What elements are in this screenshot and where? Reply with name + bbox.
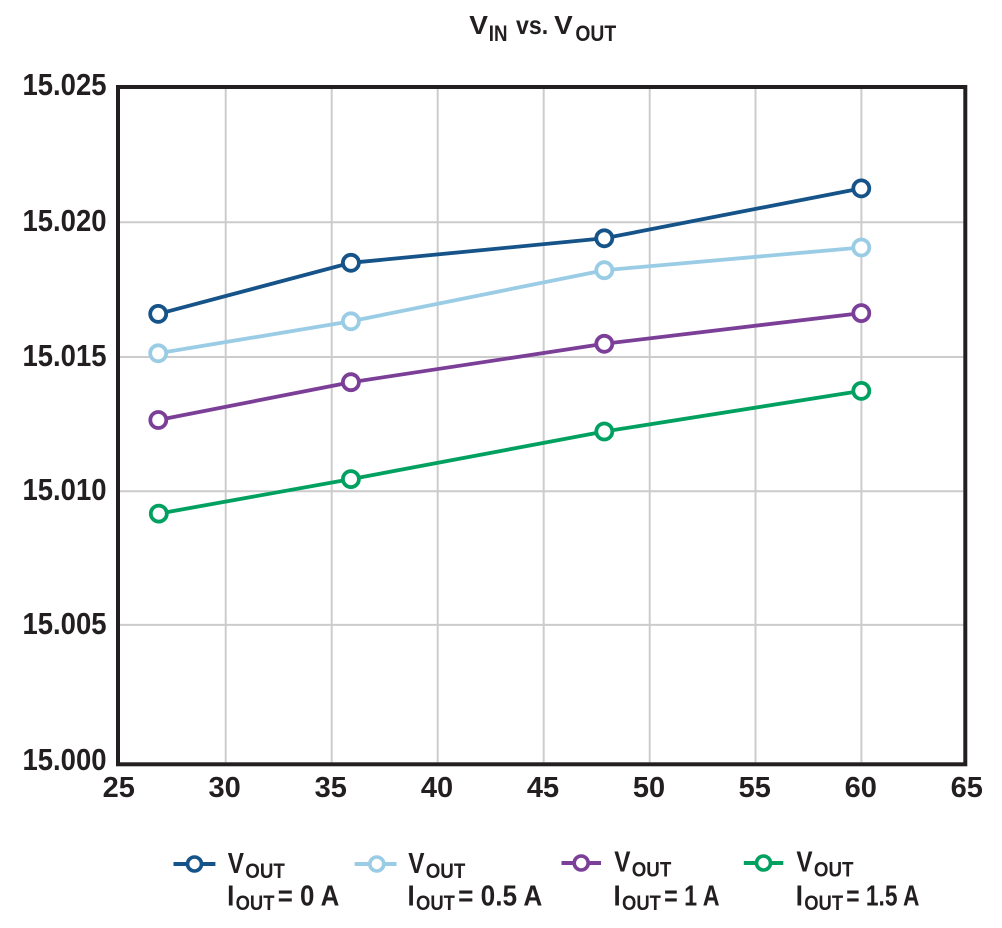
svg-text:30: 30 [208,772,240,804]
svg-text:15.025: 15.025 [23,67,107,102]
svg-text:I: I [227,880,234,912]
svg-text:= 1.5 A: = 1.5 A [846,880,919,912]
svg-text:OUT: OUT [632,859,672,882]
svg-text:15.015: 15.015 [23,338,107,373]
svg-text:OUT: OUT [814,859,854,882]
svg-text:= 0 A: = 0 A [278,880,340,912]
svg-text:15.000: 15.000 [23,742,107,777]
svg-text:IN: IN [489,21,508,46]
svg-text:OUT: OUT [426,860,466,883]
svg-text:25: 25 [103,772,135,804]
svg-text:45: 45 [527,772,559,804]
svg-text:15.020: 15.020 [23,203,107,238]
svg-text:OUT: OUT [804,892,843,915]
svg-text:I: I [408,880,415,912]
svg-text:OUT: OUT [245,860,285,883]
svg-text:vs.: vs. [516,10,548,40]
svg-text:= 0.5 A: = 0.5 A [458,880,542,912]
svg-text:OUT: OUT [622,892,661,915]
svg-text:60: 60 [845,772,877,804]
svg-text:15.010: 15.010 [23,472,107,507]
svg-text:V: V [469,10,488,40]
svg-text:V: V [228,848,245,880]
svg-text:V: V [614,846,631,878]
svg-text:I: I [796,880,803,912]
svg-text:V: V [796,846,813,878]
svg-text:I: I [614,880,621,912]
svg-text:55: 55 [739,772,771,804]
svg-text:= 1 A: = 1 A [664,880,720,912]
svg-text:15.005: 15.005 [23,606,107,641]
svg-text:OUT: OUT [575,21,616,46]
svg-text:V: V [554,10,573,40]
svg-text:OUT: OUT [236,892,275,915]
svg-text:65: 65 [951,772,983,804]
svg-text:40: 40 [421,772,453,804]
svg-text:50: 50 [633,772,665,804]
svg-text:35: 35 [315,772,347,804]
svg-text:V: V [408,848,425,880]
svg-text:OUT: OUT [416,892,455,915]
